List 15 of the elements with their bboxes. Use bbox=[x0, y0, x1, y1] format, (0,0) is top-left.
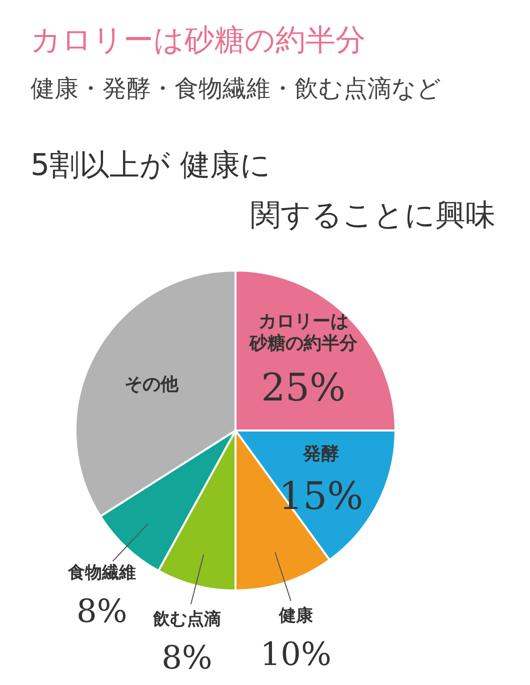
text: 5割以上が 健康に bbox=[30, 148, 272, 183]
data-label: 25% bbox=[261, 366, 346, 410]
text: 関することに興味 bbox=[250, 198, 496, 233]
slice-label: 発酵 bbox=[302, 444, 340, 465]
slice-label: カロリーは砂糖の約半分 bbox=[248, 311, 358, 354]
chart-subtitle: 健康・発酵・食物繊維・飲む点滴など bbox=[30, 74, 442, 102]
slice-label: その他 bbox=[124, 374, 180, 395]
data-label: 10% bbox=[260, 635, 332, 674]
data-label: 8% bbox=[162, 638, 212, 677]
data-label: 15% bbox=[278, 474, 364, 518]
slice-label: 健康 bbox=[278, 606, 314, 626]
slice-label: 飲む点滴 bbox=[152, 610, 221, 630]
data-label: 8% bbox=[76, 592, 128, 630]
chart-title: カロリーは砂糖の約半分 bbox=[30, 23, 366, 58]
slice-label: 食物繊維 bbox=[66, 562, 136, 583]
